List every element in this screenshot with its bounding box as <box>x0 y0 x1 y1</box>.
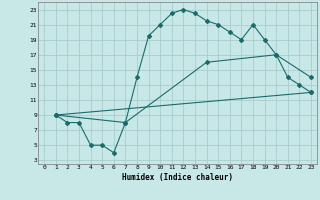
X-axis label: Humidex (Indice chaleur): Humidex (Indice chaleur) <box>122 173 233 182</box>
